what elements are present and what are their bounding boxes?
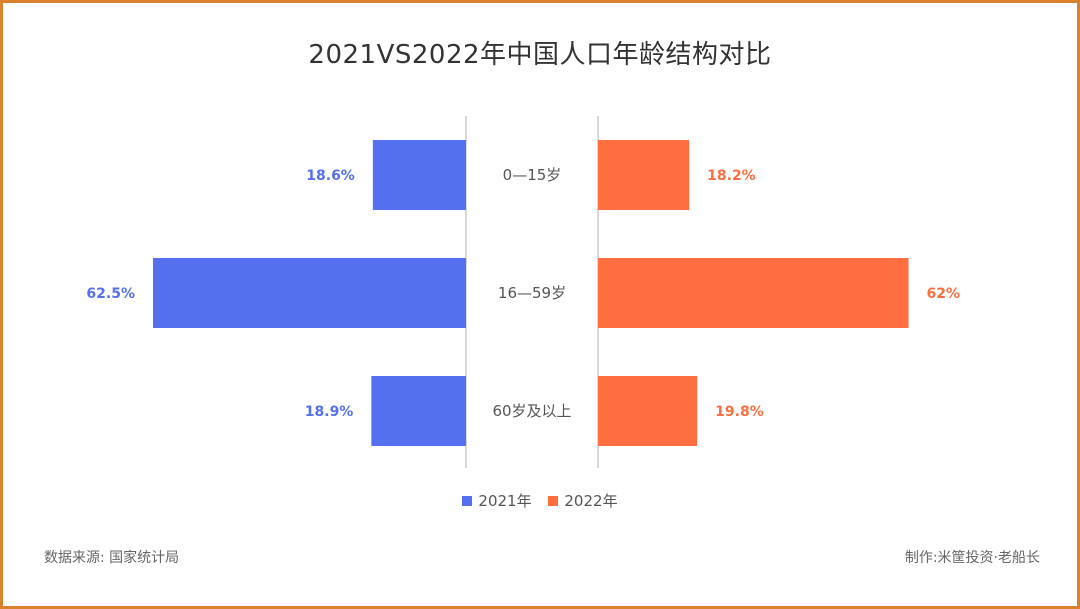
data-label-2022-2: 19.8% bbox=[715, 404, 764, 420]
data-label-2021-1: 62.5% bbox=[86, 286, 135, 302]
data-label-2022-0: 18.2% bbox=[707, 168, 756, 184]
data-source-note: 数据来源: 国家统计局 bbox=[44, 550, 180, 566]
data-label-2021-0: 18.6% bbox=[306, 168, 355, 184]
bar-2022-0 bbox=[598, 140, 690, 210]
chart-legend: 2021年 2022年 bbox=[0, 490, 1080, 511]
bar-2022-2 bbox=[598, 376, 698, 446]
bar-2021-0 bbox=[372, 140, 466, 210]
legend-label-2021: 2021年 bbox=[478, 492, 532, 510]
category-label-2: 60岁及以上 bbox=[492, 402, 571, 420]
category-label-1: 16—59岁 bbox=[498, 284, 566, 302]
legend-swatch-2022 bbox=[548, 495, 559, 506]
bar-2022-1 bbox=[598, 258, 909, 328]
data-label-2022-1: 62% bbox=[926, 286, 960, 302]
bar-2021-2 bbox=[371, 376, 466, 446]
legend-item-2021: 2021年 bbox=[462, 490, 532, 511]
legend-label-2022: 2022年 bbox=[564, 492, 618, 510]
bar-2021-1 bbox=[153, 258, 466, 328]
chart-title: 2021VS2022年中国人口年龄结构对比 bbox=[308, 40, 772, 70]
legend-item-2022: 2022年 bbox=[548, 490, 618, 511]
category-label-0: 0—15岁 bbox=[503, 166, 562, 184]
data-label-2021-2: 18.9% bbox=[305, 404, 354, 420]
credit-note: 制作:米筐投资·老船长 bbox=[904, 550, 1040, 566]
legend-swatch-2021 bbox=[462, 495, 473, 506]
